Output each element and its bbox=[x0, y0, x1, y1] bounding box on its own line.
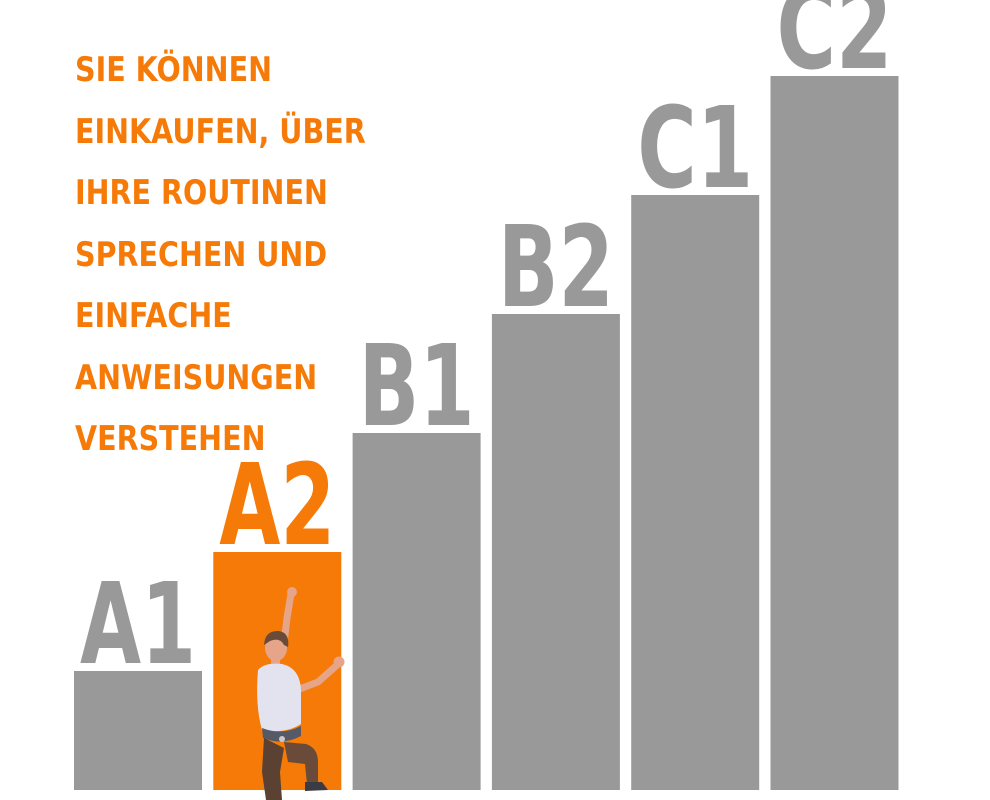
description-line: EINKAUFEN, ÜBER bbox=[75, 111, 366, 152]
climber-icon bbox=[257, 587, 345, 800]
description-line: ANWEISUNGEN bbox=[75, 357, 318, 398]
description-line: EINFACHE bbox=[75, 296, 232, 336]
bar-a1 bbox=[74, 671, 202, 790]
description-line: VERSTEHEN bbox=[75, 419, 266, 459]
bar-b1 bbox=[352, 433, 481, 790]
bar-label-c2: C2 bbox=[777, 0, 893, 95]
bar-label-c1: C1 bbox=[637, 84, 753, 214]
bar-c1 bbox=[631, 195, 760, 790]
description-line: SIE KÖNNEN bbox=[75, 50, 272, 90]
bar-label-b2: B2 bbox=[498, 203, 614, 333]
description-line: SPRECHEN UND bbox=[75, 234, 328, 275]
level-description: SIE KÖNNEN EINKAUFEN, ÜBER IHRE ROUTINEN… bbox=[75, 40, 455, 471]
bar-b2 bbox=[491, 314, 620, 790]
bar-label-b1: B1 bbox=[359, 322, 475, 452]
bar-label-a1: A1 bbox=[80, 560, 196, 690]
description-line: IHRE ROUTINEN bbox=[75, 173, 328, 213]
bar-c2 bbox=[770, 76, 899, 790]
bar-label-a2: A2 bbox=[219, 441, 335, 571]
